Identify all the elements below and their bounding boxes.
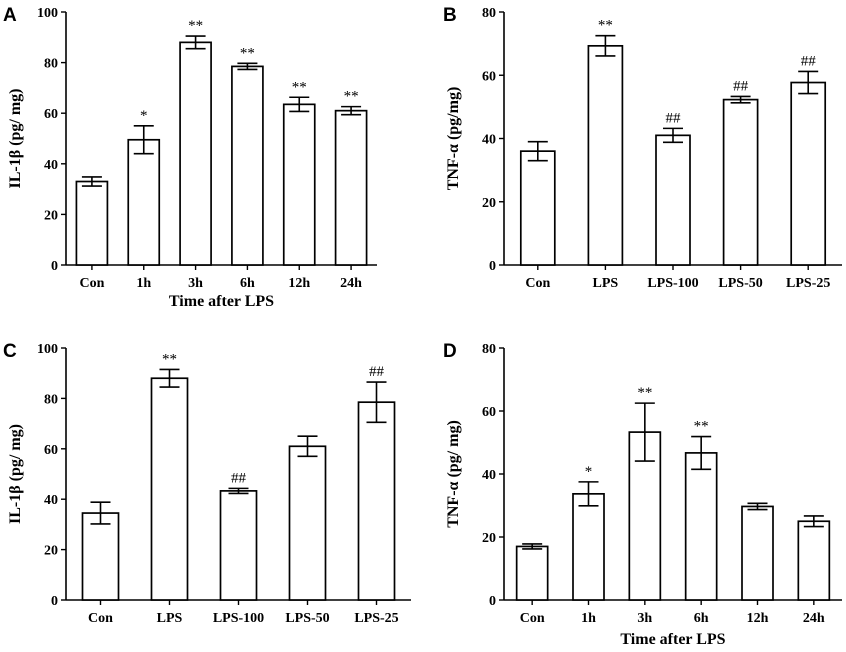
x-tick-label: LPS-100: [213, 611, 264, 626]
panel-b: B 0 20 40 60 80 Con ** LPS ## LPS-100 ## LPS-50 ## LPS…: [443, 5, 842, 291]
y-tick-label: 0: [51, 259, 58, 274]
y-axis-title: IL-1β (pg/ mg): [7, 424, 24, 524]
bar: [515, 545, 549, 601]
significance-label: **: [598, 18, 613, 34]
bar: [655, 134, 691, 266]
x-tick-label: 3h: [637, 611, 652, 626]
y-tick-label: 40: [482, 468, 496, 483]
panel-d: D 0 20 40 60 80 Con * 1h ** 3h ** 6h 12h 24h TNF-α (pg/…: [443, 341, 842, 648]
panel-c: C 0 20 40 60 80 100 Con ** LPS ## LPS-100 LPS-50 ## LP…: [3, 341, 411, 626]
y-tick-label: 80: [44, 392, 58, 407]
x-tick-label: Con: [79, 276, 104, 291]
significance-label: ##: [369, 364, 385, 380]
bar: [684, 452, 718, 601]
x-tick-label: 12h: [288, 276, 310, 291]
y-tick-label: 60: [44, 107, 58, 122]
bar: [282, 103, 316, 266]
significance-label: *: [585, 464, 593, 480]
panel-letter: D: [443, 341, 457, 362]
x-tick-label: 24h: [340, 276, 362, 291]
y-tick-label: 80: [482, 6, 496, 21]
y-tick-label: 80: [44, 57, 58, 72]
y-axis-title: TNF-α (pg/mg): [445, 87, 462, 191]
x-tick-label: LPS-50: [285, 611, 329, 626]
significance-label: **: [344, 89, 359, 105]
x-tick-label: 1h: [581, 611, 596, 626]
y-tick-label: 20: [482, 531, 496, 546]
significance-label: **: [240, 45, 255, 61]
x-tick-label: LPS-50: [718, 276, 762, 291]
x-axis-title: Time after LPS: [169, 293, 274, 310]
panel-letter: B: [443, 5, 457, 26]
y-tick-label: 60: [482, 69, 496, 84]
y-tick-label: 20: [44, 544, 58, 559]
panel-letter: A: [3, 5, 17, 26]
y-tick-label: 20: [44, 208, 58, 223]
y-tick-label: 60: [44, 443, 58, 458]
significance-label: **: [694, 419, 709, 435]
bar: [572, 492, 605, 601]
bar: [790, 81, 827, 266]
x-tick-label: 6h: [240, 276, 255, 291]
significance-label: **: [637, 385, 652, 401]
significance-label: **: [188, 18, 203, 34]
bar: [334, 109, 368, 266]
x-tick-label: Con: [88, 611, 113, 626]
significance-label: ##: [666, 110, 682, 126]
y-tick-label: 100: [37, 6, 58, 21]
x-tick-label: Con: [520, 611, 545, 626]
x-tick-label: 6h: [694, 611, 709, 626]
x-tick-label: LPS: [593, 276, 619, 291]
y-tick-label: 100: [37, 342, 58, 357]
y-tick-label: 0: [489, 594, 496, 609]
x-tick-label: Con: [525, 276, 550, 291]
bar: [288, 445, 327, 601]
y-tick-label: 60: [482, 405, 496, 420]
significance-label: **: [162, 351, 177, 367]
y-tick-label: 40: [482, 133, 496, 148]
significance-label: ##: [733, 78, 749, 94]
bar: [357, 401, 396, 601]
bar: [741, 505, 774, 601]
y-tick-label: 40: [44, 493, 58, 508]
bar: [797, 520, 831, 601]
x-tick-label: 24h: [803, 611, 825, 626]
bar: [587, 44, 624, 266]
x-tick-label: LPS-25: [786, 276, 830, 291]
bar: [179, 41, 212, 266]
significance-label: **: [292, 79, 307, 95]
x-tick-label: LPS-100: [647, 276, 698, 291]
significance-label: ##: [231, 470, 247, 486]
x-tick-label: 12h: [747, 611, 769, 626]
bar: [150, 377, 189, 601]
panel-letter: C: [3, 341, 17, 362]
x-axis-title: Time after LPS: [620, 631, 725, 648]
x-tick-label: 3h: [188, 276, 203, 291]
bar: [219, 490, 258, 601]
bar: [127, 138, 161, 266]
significance-label: ##: [801, 53, 817, 69]
bar: [722, 98, 759, 266]
y-tick-label: 0: [51, 594, 58, 609]
panel-a: A 0 20 40 60 80 100 Con * 1h ** 3h ** 6h ** 12h ** 24h IL-…: [3, 5, 377, 310]
x-tick-label: LPS-25: [354, 611, 398, 626]
significance-label: *: [140, 108, 148, 124]
y-tick-label: 40: [44, 158, 58, 173]
bar: [519, 150, 556, 266]
y-axis-title: IL-1β (pg/ mg): [7, 89, 24, 189]
y-tick-label: 80: [482, 342, 496, 357]
y-tick-label: 0: [489, 259, 496, 274]
bar: [81, 512, 120, 601]
y-tick-label: 20: [482, 196, 496, 211]
bar: [231, 65, 264, 266]
bar: [75, 180, 109, 266]
x-tick-label: 1h: [136, 276, 151, 291]
x-tick-label: LPS: [157, 611, 183, 626]
y-axis-title: TNF-α (pg/ mg): [445, 420, 462, 528]
